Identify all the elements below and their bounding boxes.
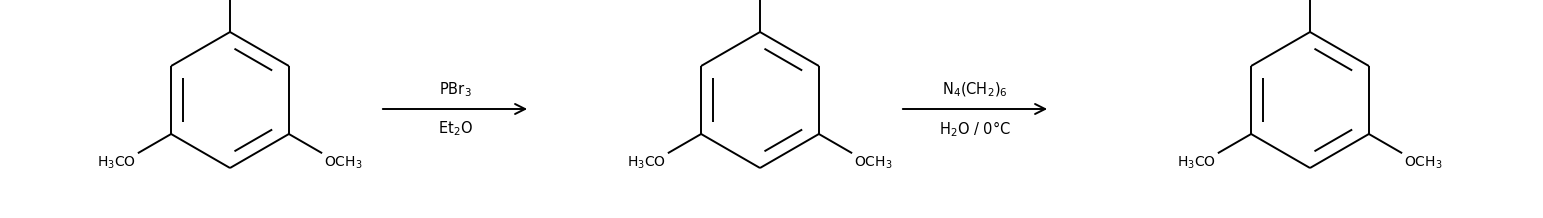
Text: N$_4$(CH$_2$)$_6$: N$_4$(CH$_2$)$_6$	[943, 81, 1008, 99]
Text: PBr$_3$: PBr$_3$	[438, 80, 471, 99]
Text: OCH$_3$: OCH$_3$	[324, 155, 363, 171]
Text: OCH$_3$: OCH$_3$	[855, 155, 893, 171]
Text: H$_3$CO: H$_3$CO	[97, 155, 136, 171]
Text: OCH$_3$: OCH$_3$	[1404, 155, 1443, 171]
Text: Et$_2$O: Et$_2$O	[438, 119, 472, 138]
Text: H$_3$CO: H$_3$CO	[1177, 155, 1216, 171]
Text: H$_2$O / 0°C: H$_2$O / 0°C	[940, 119, 1011, 139]
Text: H$_3$CO: H$_3$CO	[626, 155, 665, 171]
